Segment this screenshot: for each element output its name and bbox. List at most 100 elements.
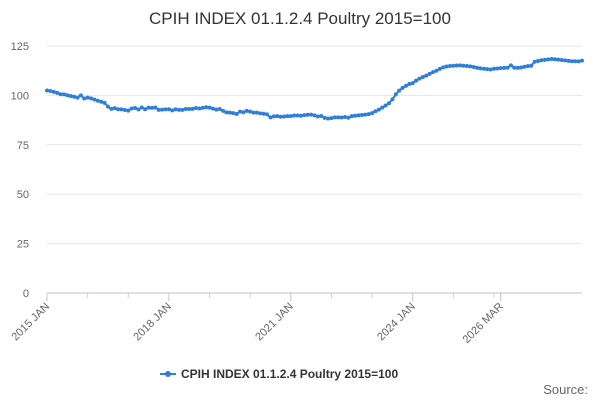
data-point[interactable] [386, 101, 391, 106]
data-point[interactable] [400, 85, 405, 90]
data-point[interactable] [332, 115, 337, 120]
data-point[interactable] [78, 93, 83, 98]
data-point[interactable] [105, 104, 110, 109]
data-point[interactable] [65, 93, 70, 98]
data-point[interactable] [356, 113, 361, 118]
data-point[interactable] [468, 64, 473, 69]
data-point[interactable] [271, 114, 276, 119]
data-point[interactable] [163, 107, 168, 112]
data-point[interactable] [326, 116, 331, 121]
data-point[interactable] [197, 106, 202, 111]
data-point[interactable] [546, 57, 551, 62]
data-point[interactable] [315, 114, 320, 119]
data-point[interactable] [478, 66, 483, 71]
data-point[interactable] [187, 107, 192, 112]
data-point[interactable] [109, 106, 114, 111]
data-point[interactable] [177, 107, 182, 112]
data-point[interactable] [268, 115, 273, 120]
data-point[interactable] [265, 112, 270, 117]
legend[interactable]: CPIH INDEX 01.1.2.4 Poultry 2015=100 [160, 367, 398, 381]
data-point[interactable] [173, 107, 178, 112]
data-point[interactable] [166, 107, 171, 112]
data-point[interactable] [414, 78, 419, 83]
data-point[interactable] [204, 105, 209, 110]
data-point[interactable] [410, 81, 415, 86]
data-point[interactable] [458, 63, 463, 68]
data-point[interactable] [61, 92, 66, 97]
data-point[interactable] [48, 89, 53, 94]
data-point[interactable] [519, 65, 524, 70]
data-point[interactable] [424, 73, 429, 78]
data-point[interactable] [397, 88, 402, 93]
data-point[interactable] [376, 107, 381, 112]
data-point[interactable] [129, 106, 134, 111]
data-point[interactable] [498, 66, 503, 71]
data-point[interactable] [508, 63, 513, 68]
data-point[interactable] [85, 95, 90, 100]
data-point[interactable] [282, 114, 287, 119]
data-point[interactable] [559, 58, 564, 63]
data-point[interactable] [126, 108, 131, 113]
data-point[interactable] [298, 113, 303, 118]
data-point[interactable] [444, 64, 449, 69]
data-point[interactable] [136, 107, 141, 112]
data-point[interactable] [156, 107, 161, 112]
data-point[interactable] [92, 97, 97, 102]
data-point[interactable] [58, 92, 63, 97]
data-point[interactable] [200, 105, 205, 110]
data-point[interactable] [319, 113, 324, 118]
data-point[interactable] [370, 111, 375, 116]
data-point[interactable] [576, 59, 581, 64]
data-point[interactable] [346, 115, 351, 120]
data-point[interactable] [403, 83, 408, 88]
data-point[interactable] [573, 59, 578, 64]
data-point[interactable] [434, 68, 439, 73]
data-point[interactable] [535, 59, 540, 64]
data-point[interactable] [112, 106, 117, 111]
data-point[interactable] [312, 113, 317, 118]
data-point[interactable] [241, 110, 246, 115]
data-point[interactable] [258, 111, 263, 116]
data-point[interactable] [116, 107, 121, 112]
data-point[interactable] [353, 113, 358, 118]
data-point[interactable] [549, 57, 554, 62]
data-point[interactable] [336, 115, 341, 120]
data-point[interactable] [55, 90, 60, 95]
data-point[interactable] [383, 103, 388, 108]
data-point[interactable] [275, 114, 280, 119]
data-point[interactable] [542, 57, 547, 62]
data-point[interactable] [349, 114, 354, 119]
data-point[interactable] [485, 67, 490, 72]
data-point[interactable] [248, 109, 253, 114]
data-point[interactable] [475, 65, 480, 70]
data-point[interactable] [139, 105, 144, 110]
data-point[interactable] [95, 98, 100, 103]
data-point[interactable] [515, 65, 520, 70]
data-point[interactable] [393, 92, 398, 97]
data-point[interactable] [214, 107, 219, 112]
data-point[interactable] [363, 112, 368, 117]
data-point[interactable] [210, 106, 215, 111]
data-point[interactable] [309, 112, 314, 117]
data-point[interactable] [407, 81, 412, 86]
data-point[interactable] [75, 95, 80, 100]
data-point[interactable] [342, 114, 347, 119]
data-point[interactable] [525, 64, 530, 69]
data-point[interactable] [556, 57, 561, 62]
data-point[interactable] [431, 70, 436, 75]
data-point[interactable] [563, 58, 568, 63]
data-point[interactable] [502, 65, 507, 70]
data-point[interactable] [447, 63, 452, 68]
data-point[interactable] [51, 89, 56, 94]
data-point[interactable] [464, 63, 469, 68]
data-point[interactable] [72, 94, 77, 99]
data-point[interactable] [99, 99, 104, 104]
data-point[interactable] [390, 97, 395, 102]
data-point[interactable] [244, 108, 249, 113]
data-point[interactable] [278, 114, 283, 119]
data-point[interactable] [322, 115, 327, 120]
data-point[interactable] [569, 59, 574, 64]
data-point[interactable] [305, 112, 310, 117]
data-point[interactable] [89, 96, 94, 101]
data-point[interactable] [580, 58, 584, 63]
